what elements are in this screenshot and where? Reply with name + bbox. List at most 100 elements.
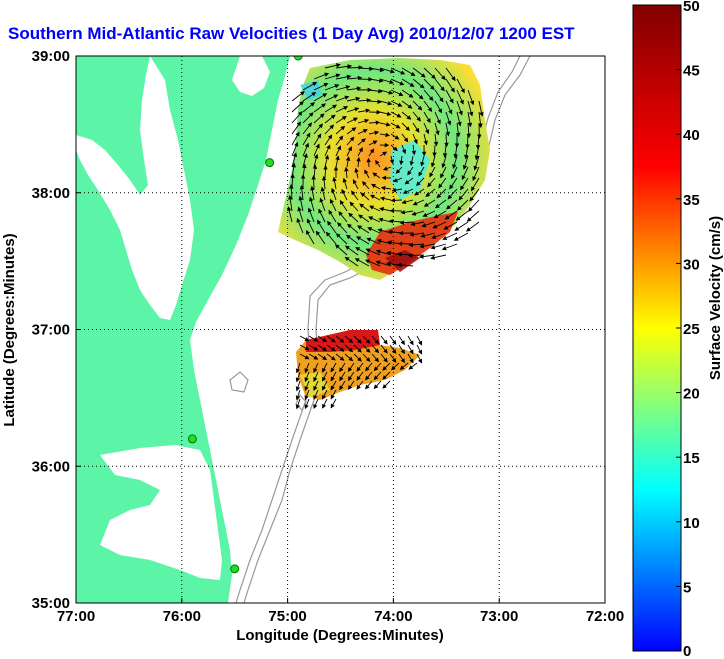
velocity-arrow: [302, 132, 311, 146]
velocity-arrow: [390, 111, 402, 118]
velocity-arrow: [335, 85, 351, 91]
velocity-arrow: [304, 380, 310, 392]
velocity-arrow: [331, 187, 337, 201]
velocity-arrow: [313, 398, 319, 409]
velocity-arrow: [327, 220, 337, 234]
velocity-arrow: [346, 75, 363, 81]
velocity-arrow: [341, 188, 348, 201]
velocity-arrow: [335, 353, 345, 361]
velocity-arrow: [390, 100, 403, 107]
velocity-arrow: [445, 78, 455, 93]
velocity-arrow: [344, 256, 359, 267]
velocity-arrow: [335, 106, 349, 113]
velocity-arrow: [390, 78, 405, 86]
radar-sites: [187, 56, 303, 574]
velocity-arrow: [324, 84, 340, 91]
velocity-arrow: [339, 380, 346, 391]
velocity-arrow: [313, 123, 323, 135]
velocity-arrow: [400, 210, 414, 215]
colorbar-label: Surface Velocity (cm/s): [707, 216, 724, 380]
velocity-arrow: [441, 243, 458, 251]
velocity-arrow: [412, 122, 420, 133]
velocity-arrow: [357, 225, 370, 234]
velocity-arrow: [379, 132, 390, 138]
velocity-arrow: [453, 232, 469, 241]
velocity-arrow: [409, 155, 415, 166]
velocity-arrow: [344, 245, 359, 256]
velocity-arrow: [362, 180, 370, 190]
velocity-arrow: [401, 111, 412, 120]
velocity-arrow: [407, 335, 414, 346]
velocity-arrow: [308, 344, 319, 351]
velocity-arrow: [442, 232, 458, 240]
x-tick-label: 73:00: [480, 608, 518, 625]
velocity-arrow: [324, 144, 331, 157]
velocity-arrow: [407, 166, 414, 176]
velocity-arrow: [401, 133, 409, 143]
velocity-arrow: [456, 89, 464, 105]
velocity-arrow: [467, 111, 473, 128]
velocity-arrow: [458, 188, 469, 201]
velocity-arrow: [465, 221, 480, 232]
velocity-arrow: [322, 398, 328, 409]
velocity-arrow: [322, 389, 328, 400]
velocity-arrow: [368, 148, 375, 157]
velocity-arrow: [353, 335, 362, 344]
radar-site-marker: [265, 158, 275, 168]
velocity-arrow: [368, 130, 380, 136]
velocity-arrow: [390, 122, 401, 129]
velocity-arrow: [380, 344, 388, 354]
velocity-arrow: [390, 133, 400, 140]
velocity-arrow: [460, 177, 469, 191]
velocity-arrow: [324, 104, 338, 113]
velocity-arrow: [346, 127, 357, 135]
velocity-arrow: [362, 353, 371, 362]
velocity-arrow: [368, 140, 378, 146]
velocity-arrow: [348, 212, 359, 223]
velocity-arrow: [409, 232, 425, 237]
velocity-arrow: [416, 353, 423, 364]
velocity-arrow: [347, 223, 359, 234]
velocity-arrow: [438, 177, 447, 189]
velocity-arrow: [334, 244, 348, 256]
velocity-arrow: [302, 82, 318, 91]
velocity-arrow: [339, 362, 346, 373]
velocity-arrow: [408, 362, 418, 370]
velocity-arrow: [411, 144, 417, 156]
velocity-arrow: [345, 156, 351, 168]
velocity-arrow: [382, 380, 391, 389]
velocity-arrow: [365, 362, 373, 372]
velocity-arrow: [445, 122, 450, 137]
velocity-arrow: [390, 144, 398, 152]
velocity-arrow: [313, 103, 327, 113]
velocity-arrow: [423, 111, 431, 124]
velocity-arrow: [324, 134, 333, 146]
velocity-arrow: [411, 210, 425, 216]
velocity-arrow: [434, 100, 443, 114]
velocity-arrow: [401, 78, 415, 87]
radar-site-marker: [293, 56, 303, 61]
velocity-arrow: [478, 100, 484, 117]
velocity-arrow: [401, 144, 407, 155]
velocity-arrow: [373, 362, 382, 372]
velocity-arrow: [366, 157, 371, 168]
velocity-arrow: [313, 93, 328, 102]
velocity-arrow: [324, 94, 339, 102]
velocity-arrow: [295, 380, 301, 392]
x-tick-label: 75:00: [268, 608, 306, 625]
velocity-arrow: [423, 133, 428, 146]
velocity-arrow: [379, 78, 395, 85]
colorbar: [632, 4, 682, 652]
velocity-arrow: [291, 91, 305, 102]
velocity-arrow: [451, 166, 458, 180]
velocity-arrow: [324, 154, 330, 168]
velocity-arrow: [337, 222, 348, 234]
velocity-arrow: [357, 138, 366, 146]
velocity-arrow: [423, 100, 433, 113]
velocity-arrow: [401, 122, 411, 131]
velocity-arrow: [298, 195, 304, 212]
velocity-arrow: [434, 78, 445, 92]
velocity-arrow: [473, 155, 480, 171]
velocity-arrow: [382, 362, 391, 371]
velocity-arrow: [407, 353, 414, 364]
